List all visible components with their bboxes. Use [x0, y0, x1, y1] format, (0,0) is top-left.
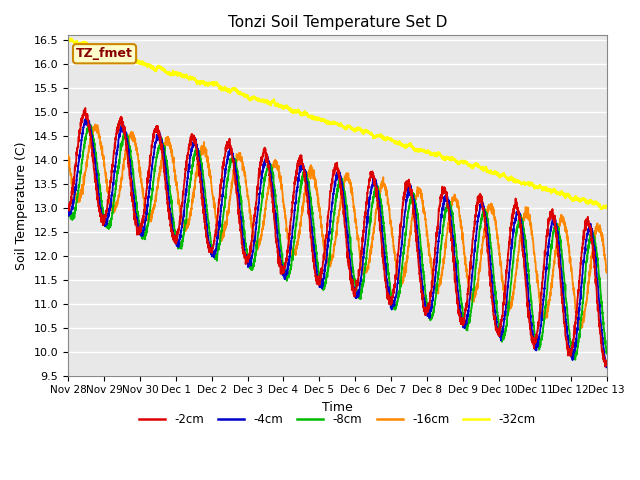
- X-axis label: Time: Time: [322, 401, 353, 414]
- Text: TZ_fmet: TZ_fmet: [76, 47, 133, 60]
- Legend: -2cm, -4cm, -8cm, -16cm, -32cm: -2cm, -4cm, -8cm, -16cm, -32cm: [134, 408, 541, 431]
- Y-axis label: Soil Temperature (C): Soil Temperature (C): [15, 141, 28, 270]
- Title: Tonzi Soil Temperature Set D: Tonzi Soil Temperature Set D: [228, 15, 447, 30]
